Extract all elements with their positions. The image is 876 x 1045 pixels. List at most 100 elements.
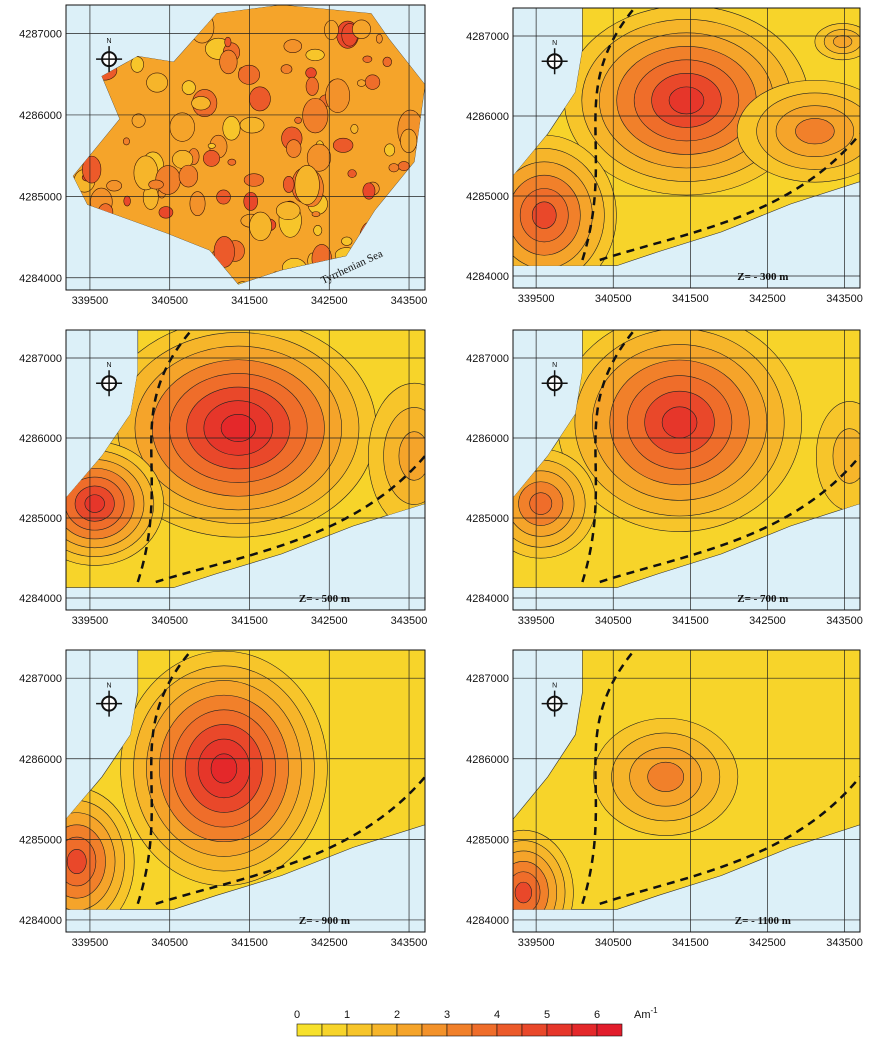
colorbar-cell xyxy=(547,1024,572,1036)
x-tick-label: 339500 xyxy=(518,615,555,627)
contour xyxy=(159,207,173,219)
contour xyxy=(283,176,294,192)
x-tick-label: 343500 xyxy=(826,937,863,949)
contour xyxy=(217,190,231,204)
contour xyxy=(348,170,357,178)
y-tick-label: 4286000 xyxy=(466,433,509,445)
x-tick-label: 343500 xyxy=(826,293,863,305)
colorbar-unit: Am-1 xyxy=(634,1006,658,1021)
x-tick-label: 343500 xyxy=(391,615,428,627)
contour xyxy=(146,73,167,92)
figure: 339500 340500 341500 342500 343500 4284000 428… xyxy=(0,0,876,1040)
x-tick-label: 341500 xyxy=(672,937,709,949)
map-panel: 3395003405003415003425003435004284000428… xyxy=(19,319,460,627)
x-tick-label: 343500 xyxy=(826,615,863,627)
colorbar-cell xyxy=(297,1024,322,1036)
y-tick-label: 4285000 xyxy=(19,834,62,846)
y-tick-label: 4286000 xyxy=(19,754,62,766)
contour xyxy=(376,34,382,43)
contour xyxy=(190,192,205,216)
x-tick-label: 341500 xyxy=(231,937,268,949)
x-tick-label: 343500 xyxy=(391,295,428,307)
contour xyxy=(284,40,302,53)
contour xyxy=(306,49,325,60)
x-tick-label: 340500 xyxy=(595,293,632,305)
contour xyxy=(85,495,105,513)
colorbar-tick-label: 3 xyxy=(444,1009,450,1021)
map-panel: 3395003405003415003425003435004284000428… xyxy=(466,650,863,955)
y-tick-label: 4284000 xyxy=(466,593,509,605)
contour xyxy=(389,164,399,172)
x-tick-label: 343500 xyxy=(391,937,428,949)
north-label: N xyxy=(107,362,112,369)
contour xyxy=(244,192,258,210)
x-tick-label: 341500 xyxy=(672,293,709,305)
colorbar-tick-label: 2 xyxy=(394,1009,400,1021)
y-tick-label: 4287000 xyxy=(19,29,62,41)
contour xyxy=(249,87,270,111)
colorbar-cell xyxy=(522,1024,547,1036)
colorbar-cell xyxy=(322,1024,347,1036)
y-tick-label: 4284000 xyxy=(19,915,62,927)
colorbar-cell xyxy=(597,1024,622,1036)
contour xyxy=(156,166,181,195)
x-tick-label: 339500 xyxy=(72,937,109,949)
y-tick-label: 4286000 xyxy=(466,754,509,766)
y-tick-label: 4286000 xyxy=(19,110,62,122)
y-tick-label: 4284000 xyxy=(466,915,509,927)
colorbar-tick-label: 1 xyxy=(344,1009,350,1021)
north-label: N xyxy=(552,40,557,47)
contour xyxy=(365,75,380,90)
contour xyxy=(333,138,353,152)
contour xyxy=(281,65,292,74)
contour xyxy=(107,180,122,191)
colorbar-tick-label: 6 xyxy=(594,1009,600,1021)
contour xyxy=(286,140,301,158)
map-panel: 3395003405003415003425003435004284000428… xyxy=(19,650,427,949)
depth-label: Z= - 1100 m xyxy=(735,915,791,927)
contour xyxy=(192,96,211,110)
contour xyxy=(221,414,255,441)
contour xyxy=(357,80,365,87)
x-tick-label: 342500 xyxy=(311,295,348,307)
colorbar-cell xyxy=(572,1024,597,1036)
contour xyxy=(312,212,320,217)
x-tick-label: 341500 xyxy=(231,295,268,307)
colorbar-cell xyxy=(347,1024,372,1036)
contour xyxy=(238,65,259,84)
contour xyxy=(324,20,338,39)
x-tick-label: 340500 xyxy=(151,295,188,307)
x-tick-label: 342500 xyxy=(311,615,348,627)
colorbar-cell xyxy=(447,1024,472,1036)
contour xyxy=(295,165,320,204)
y-tick-label: 4284000 xyxy=(19,593,62,605)
contour xyxy=(352,20,370,39)
unit-exponent: -1 xyxy=(651,1006,659,1015)
contour xyxy=(220,50,238,74)
colorbar-cell xyxy=(472,1024,497,1036)
x-tick-label: 342500 xyxy=(749,615,786,627)
contour xyxy=(182,81,195,95)
contour xyxy=(67,849,86,873)
contour xyxy=(530,493,552,515)
contour xyxy=(295,117,302,123)
y-tick-label: 4284000 xyxy=(19,273,62,285)
x-tick-label: 339500 xyxy=(518,293,555,305)
contour xyxy=(669,87,704,114)
x-tick-label: 342500 xyxy=(749,293,786,305)
y-tick-label: 4285000 xyxy=(466,834,509,846)
colorbar-cell xyxy=(397,1024,422,1036)
contour xyxy=(132,114,145,128)
depth-label: Z= - 300 m xyxy=(737,271,788,283)
contour xyxy=(314,225,322,235)
contour xyxy=(351,124,358,133)
contour xyxy=(833,36,852,48)
contour xyxy=(149,180,164,189)
contour xyxy=(228,159,236,165)
contour xyxy=(244,174,264,187)
contour xyxy=(276,202,300,220)
x-tick-label: 339500 xyxy=(72,615,109,627)
contour xyxy=(833,429,866,484)
contour xyxy=(249,212,271,241)
colorbar-tick-label: 5 xyxy=(544,1009,550,1021)
